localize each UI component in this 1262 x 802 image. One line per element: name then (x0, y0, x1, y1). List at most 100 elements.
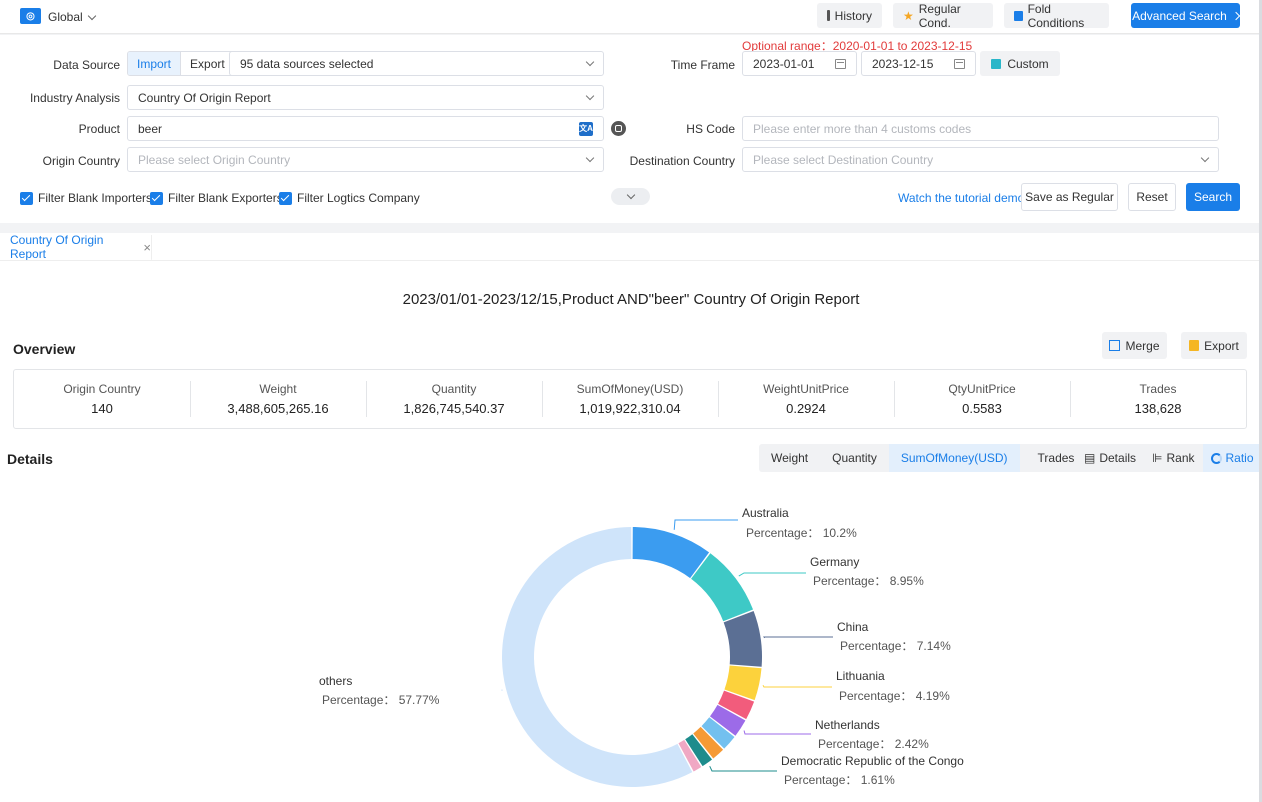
table-icon: ▤ (1084, 451, 1096, 465)
star-icon: ★ (903, 8, 914, 23)
metric-selector[interactable]: Weight Quantity SumOfMoney(USD) Trades (759, 444, 1093, 472)
search-button[interactable]: Search (1186, 183, 1240, 211)
import-tab[interactable]: Import (128, 52, 181, 75)
scrollbar-track[interactable] (1259, 0, 1262, 802)
donut-slice-democratic-republic-of-the-congo[interactable] (685, 734, 713, 767)
hs-code-placeholder: Please enter more than 4 customs codes (753, 121, 972, 136)
regular-cond-button[interactable]: ★ Regular Cond. (893, 2, 993, 30)
data-source-select[interactable]: 95 data sources selected (229, 51, 604, 76)
report-area (0, 233, 1262, 802)
expand-filters-button[interactable] (611, 188, 650, 205)
slice-percentage: Percentage： 57.77% (322, 693, 440, 707)
donut-slice-netherlands[interactable] (709, 704, 746, 736)
stat-qty-unit-price: QtyUnitPrice 0.5583 (894, 370, 1070, 428)
ratio-donut-chart: Australia Percentage： 10.2% Germany Percent… (319, 506, 964, 787)
chevron-right-icon (1231, 11, 1241, 20)
donut-slice-lithuania[interactable] (724, 665, 762, 701)
slice-label: Netherlands (815, 718, 880, 732)
metric-sum-of-money[interactable]: SumOfMoney(USD) (888, 444, 1020, 472)
slice-percentage: Percentage： 4.19% (839, 689, 950, 703)
filter-blank-exporters-label: Filter Blank Exporters (168, 191, 283, 205)
hs-code-label: HS Code (686, 122, 735, 136)
report-title: 2023/01/01-2023/12/15,Product AND"beer" … (402, 291, 860, 308)
export-button[interactable]: Export (1181, 332, 1247, 359)
chevron-down-icon (585, 91, 595, 101)
donut-slice-9[interactable] (678, 739, 702, 772)
stat-weight-unit-price: WeightUnitPrice 0.2924 (718, 370, 894, 428)
reset-button[interactable]: Reset (1128, 183, 1176, 211)
translate-icon[interactable]: 文A (579, 121, 593, 136)
industry-analysis-select[interactable]: Country Of Origin Report (127, 85, 604, 110)
industry-value: Country Of Origin Report (138, 90, 271, 105)
slice-label: Germany (810, 555, 859, 569)
industry-analysis-label: Industry Analysis (29, 91, 120, 105)
merge-icon (1109, 340, 1121, 351)
product-input[interactable]: beer 文A (127, 116, 604, 141)
filter-blank-exporters-checkbox[interactable]: Filter Blank Exporters (150, 191, 283, 205)
tab-country-of-origin-report[interactable]: Country Of Origin Report × (0, 233, 152, 261)
donut-slice-china[interactable] (723, 611, 762, 667)
view-ratio[interactable]: Ratio (1202, 444, 1262, 472)
region-selector[interactable]: Global (48, 10, 97, 24)
merge-button[interactable]: Merge (1102, 332, 1167, 359)
chevron-down-icon (585, 57, 595, 67)
filter-blank-importers-label: Filter Blank Importers (38, 191, 153, 205)
details-heading: Details (7, 451, 53, 467)
slice-percentage: Percentage： 8.95% (813, 574, 924, 588)
calendar-icon (954, 58, 965, 69)
chevron-down-icon (1200, 153, 1210, 163)
origin-country-select[interactable]: Please select Origin Country (127, 147, 604, 172)
custom-range-button[interactable]: Custom (980, 51, 1060, 76)
metric-quantity[interactable]: Quantity (832, 451, 877, 465)
tutorial-link[interactable]: Watch the tutorial demo (898, 191, 1025, 205)
start-date-input[interactable]: 2023-01-01 (742, 51, 857, 76)
metric-trades[interactable]: Trades (1037, 451, 1075, 465)
filter-logistics-checkbox[interactable]: Filter Logtics Company (279, 191, 420, 205)
stat-trades: Trades 138,628 (1070, 370, 1246, 428)
destination-country-label: Destination Country (629, 154, 735, 168)
chevron-down-icon (88, 11, 97, 21)
view-rank[interactable]: ⊫ Rank (1152, 451, 1195, 465)
product-value: beer (138, 121, 163, 136)
filter-blank-importers-checkbox[interactable]: Filter Blank Importers (20, 191, 152, 205)
chevron-down-icon (626, 190, 635, 200)
export-tab[interactable]: Export (180, 52, 234, 75)
globe-icon[interactable]: ◎ (20, 8, 41, 24)
hs-code-input[interactable]: Please enter more than 4 customs codes (742, 116, 1219, 141)
slice-percentage: Percentage： 7.14% (840, 639, 951, 653)
metric-weight[interactable]: Weight (771, 451, 809, 465)
history-button[interactable]: History (817, 3, 882, 28)
overview-heading: Overview (13, 341, 76, 357)
checkbox-checked-icon (20, 191, 33, 205)
advanced-search-button[interactable]: Advanced Search (1131, 3, 1241, 28)
destination-country-select[interactable]: Please select Destination Country (742, 147, 1219, 172)
time-frame-label: Time Frame (670, 58, 735, 72)
view-selector[interactable]: ▤ Details ⊫ Rank Ratio (1076, 444, 1262, 472)
custom-label: Custom (1007, 56, 1049, 71)
donut-slice-4[interactable] (718, 690, 755, 720)
end-date-input[interactable]: 2023-12-15 (861, 51, 976, 76)
leader-line (738, 572, 806, 577)
custom-icon (991, 58, 1002, 69)
optional-range-note: Optional range：2020-01-01 to 2023-12-15 (742, 39, 973, 53)
bar-chart-icon: ⊫ (1152, 451, 1163, 465)
history-label: History (834, 8, 872, 23)
close-icon[interactable]: × (143, 239, 151, 255)
save-as-regular-button[interactable]: Save as Regular (1021, 183, 1118, 211)
data-source-value: 95 data sources selected (240, 56, 374, 71)
fold-conditions-button[interactable]: Fold Conditions (1004, 2, 1109, 30)
data-source-toggle[interactable]: Import Export (127, 51, 235, 76)
origin-country-label: Origin Country (42, 154, 120, 168)
stat-origin-country: Origin Country 140 (63, 382, 141, 416)
origin-country-placeholder: Please select Origin Country (138, 152, 291, 167)
settings-icon[interactable] (611, 121, 626, 136)
donut-slice-australia[interactable] (632, 527, 710, 579)
donut-slice-7[interactable] (693, 726, 724, 759)
donut-slice-6[interactable] (701, 717, 735, 749)
leader-line (709, 765, 777, 772)
leader-line (763, 636, 833, 639)
donut-slice-germany[interactable] (691, 553, 754, 622)
slice-label: Lithuania (836, 669, 885, 683)
view-details[interactable]: ▤ Details (1084, 451, 1137, 465)
donut-slice-others[interactable] (502, 527, 693, 787)
